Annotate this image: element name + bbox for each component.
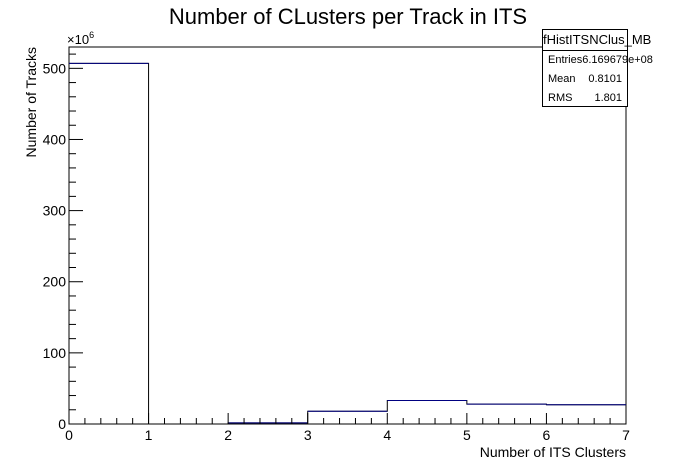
stats-value: 6.169679e+08 bbox=[582, 54, 653, 66]
x-tick-label: 4 bbox=[383, 427, 391, 443]
y-exponent-label: ×106 bbox=[67, 30, 94, 47]
x-tick-label: 2 bbox=[224, 427, 232, 443]
y-tick-label: 200 bbox=[43, 274, 67, 290]
x-tick-label: 0 bbox=[65, 427, 73, 443]
x-tick-label: 3 bbox=[304, 427, 312, 443]
chart-title: Number of CLusters per Track in ITS bbox=[168, 4, 528, 29]
stats-row-rms: RMS 1.801 bbox=[543, 89, 627, 108]
stats-label: RMS bbox=[548, 92, 573, 104]
y-tick-label: 500 bbox=[43, 60, 67, 76]
stats-box: fHistITSNClus_MB Entries 6.169679e+08 Me… bbox=[542, 29, 653, 108]
y-exponent-power: 6 bbox=[89, 30, 94, 40]
stats-row-entries: Entries 6.169679e+08 bbox=[543, 51, 653, 70]
x-tick-label: 6 bbox=[543, 427, 551, 443]
stats-label: Entries bbox=[548, 54, 583, 66]
stats-row-mean: Mean 0.8101 bbox=[543, 70, 627, 89]
histogram-outline bbox=[68, 62, 627, 425]
x-tick-label: 5 bbox=[463, 427, 471, 443]
stats-value: 0.8101 bbox=[588, 73, 622, 85]
x-tick-label: 7 bbox=[622, 427, 630, 443]
y-tick-label: 400 bbox=[43, 131, 67, 147]
stats-label: Mean bbox=[548, 73, 576, 85]
x-tick-label: 1 bbox=[145, 427, 153, 443]
y-tick-label: 300 bbox=[43, 203, 67, 219]
y-axis-label: Number of Tracks bbox=[23, 47, 39, 157]
y-tick-label: 100 bbox=[43, 345, 67, 361]
x-axis-label: Number of ITS Clusters bbox=[480, 444, 626, 460]
y-tick-label: 0 bbox=[58, 416, 66, 432]
stats-value: 1.801 bbox=[594, 92, 622, 104]
stats-box-name: fHistITSNClus_MB bbox=[543, 30, 651, 51]
